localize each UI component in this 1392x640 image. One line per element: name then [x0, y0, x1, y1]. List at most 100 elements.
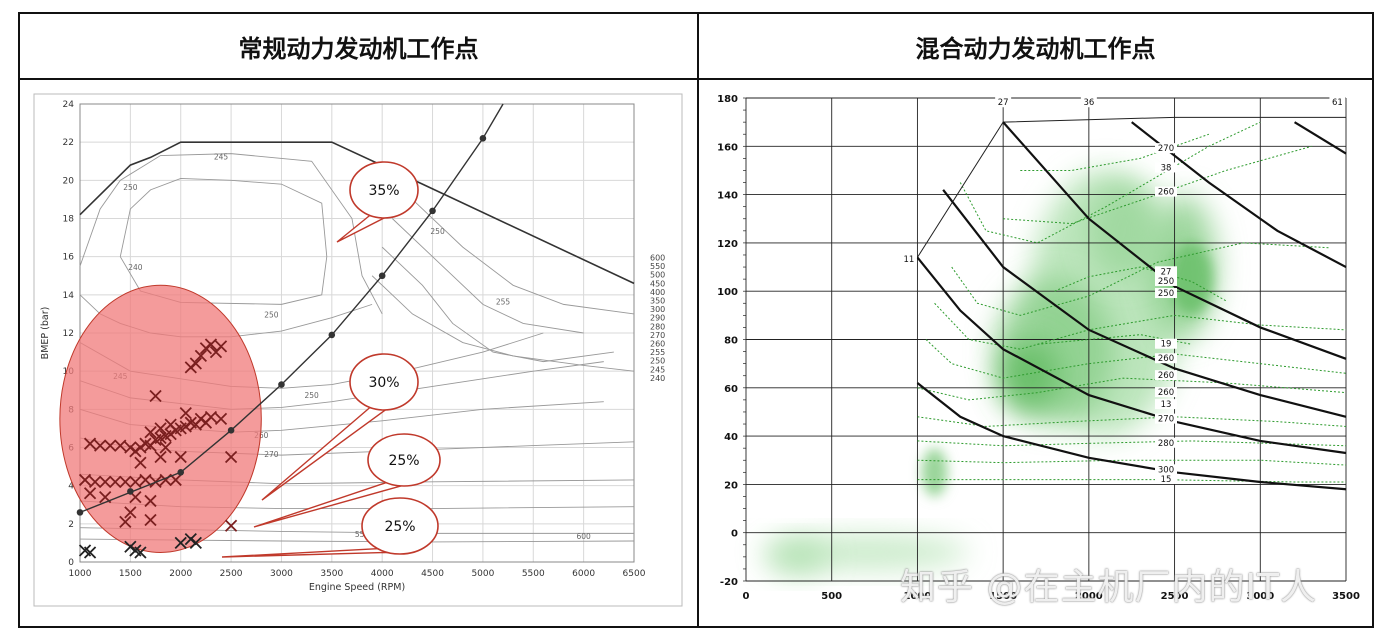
bsfc-label-bg	[1155, 266, 1177, 277]
operating-point	[204, 338, 218, 351]
power-curve-label: 61	[1332, 98, 1343, 108]
efficiency-callout	[349, 353, 419, 411]
x-tick-label: 1500	[989, 591, 1017, 602]
bsfc-label-bg	[1155, 464, 1177, 475]
bsfc-contour-label: 600	[576, 532, 591, 541]
y-tick-label: 120	[717, 239, 738, 250]
bsfc-label: 270	[1158, 415, 1174, 425]
x-tick-label: 3500	[1332, 591, 1360, 602]
x-tick-label: 2000	[1075, 591, 1103, 602]
contour-legend-value: 260	[650, 339, 665, 348]
power-curve-label: 36	[1083, 98, 1094, 108]
power-curve	[916, 382, 1347, 491]
bsfc-contour-label: 250	[264, 311, 279, 320]
bsfc-label: 260	[1158, 388, 1174, 398]
operating-point	[144, 513, 157, 527]
usage-density-blob	[998, 339, 1059, 412]
y-tick-label: 24	[63, 100, 75, 110]
y-tick-label: 12	[63, 329, 74, 339]
bsfc-contour-dotted	[951, 242, 1329, 316]
operating-point	[154, 450, 167, 464]
contour-legend-value: 600	[650, 253, 665, 262]
x-tick-label: 5500	[522, 569, 545, 579]
operating-point	[174, 450, 187, 464]
bsfc-label-bg	[1155, 399, 1177, 410]
bsfc-contour-label: 550	[355, 530, 370, 539]
bsfc-label-bg	[1155, 437, 1177, 448]
bsfc-contour-dotted	[1003, 145, 1312, 225]
contour-legend-value: 350	[650, 296, 665, 305]
bsfc-contour-label: 245	[214, 152, 229, 161]
operating-point	[94, 439, 107, 452]
bsfc-label-bg	[1155, 288, 1177, 299]
bsfc-label-bg	[1155, 162, 1177, 173]
bsfc-label: 300	[1158, 465, 1174, 475]
x-tick-label: 500	[821, 591, 842, 602]
operating-point	[224, 519, 238, 532]
power-curve-label: 11	[903, 255, 914, 265]
max-torque-curve	[79, 141, 635, 285]
road-load-marker	[328, 331, 336, 339]
bsfc-contour-label: 250	[305, 391, 320, 400]
x-tick-label: 3500	[320, 569, 343, 579]
x-tick-label: 6000	[572, 569, 595, 579]
bsfc-label-bg	[1155, 143, 1177, 154]
bsfc-label-bg	[1155, 275, 1177, 286]
y-tick-label: 80	[724, 336, 738, 347]
x-tick-label: 3000	[270, 569, 293, 579]
operating-point	[134, 546, 147, 559]
x-tick-label: 2000	[169, 569, 192, 579]
x-tick-label: 1000	[904, 591, 932, 602]
x-tick-label: 4000	[371, 569, 394, 579]
contour-legend-value: 550	[650, 262, 665, 271]
operating-point	[88, 475, 102, 488]
efficiency-callout-label: 25%	[384, 519, 415, 535]
y-tick-label: 20	[63, 176, 75, 186]
power-curve-label-bg	[1080, 96, 1097, 108]
efficiency-callout	[367, 433, 441, 487]
operating-point	[164, 418, 177, 431]
bsfc-contour-dotted	[917, 416, 1347, 427]
bsfc-label: 27	[1161, 267, 1172, 277]
bsfc-label: 280	[1158, 439, 1174, 449]
road-load-marker	[429, 207, 436, 215]
x-tick-label: 6500	[623, 569, 646, 579]
bsfc-label: 250	[1158, 289, 1174, 299]
road-load-marker	[278, 381, 285, 388]
bsfc-label: 19	[1161, 340, 1172, 350]
operating-point	[149, 389, 162, 403]
operating-point	[159, 441, 172, 454]
operating-point	[119, 515, 132, 529]
bsfc-contour-line	[391, 218, 584, 334]
hybrid-engine-chart: 0 500 1000 1500 2000 2500 3000 3500 -20 0 20 40 60 80…	[717, 94, 1360, 602]
operating-point	[139, 473, 152, 487]
bsfc-label: 13	[1161, 400, 1172, 410]
power-curve	[1293, 121, 1347, 155]
power-curve	[942, 189, 1347, 418]
efficiency-callout-label: 30%	[368, 375, 399, 391]
power-curve-label-bg	[1329, 96, 1346, 108]
operating-point	[189, 536, 202, 550]
efficiency-callout	[361, 497, 439, 555]
conventional-engine-chart: 1000 1500 2000 2500 3000 3500 4000 4500 5000 5500…	[33, 93, 683, 607]
y-tick-label: 16	[63, 253, 75, 263]
bsfc-label: 38	[1161, 163, 1172, 173]
y-tick-label: 20	[724, 480, 738, 491]
x-tick-label: 4500	[421, 569, 444, 579]
operating-point	[189, 357, 202, 370]
road-load-marker	[127, 488, 134, 495]
contour-legend-value: 290	[650, 314, 665, 323]
right-chart-title: 混合动力发动机工作点	[915, 34, 1156, 63]
operating-point	[83, 546, 97, 559]
power-curve-label: 27	[998, 98, 1009, 108]
bsfc-label: 250	[1158, 277, 1174, 287]
operating-point	[224, 450, 238, 464]
power-curve-label-bg	[900, 253, 917, 265]
contour-legend-value: 270	[650, 331, 665, 340]
road-load-marker	[76, 509, 84, 516]
operating-point	[204, 410, 218, 424]
operating-point	[109, 475, 122, 488]
contour-legend-value: 255	[650, 348, 665, 357]
bsfc-contour-label: 255	[496, 297, 511, 306]
power-curve-label-bg	[995, 96, 1012, 108]
